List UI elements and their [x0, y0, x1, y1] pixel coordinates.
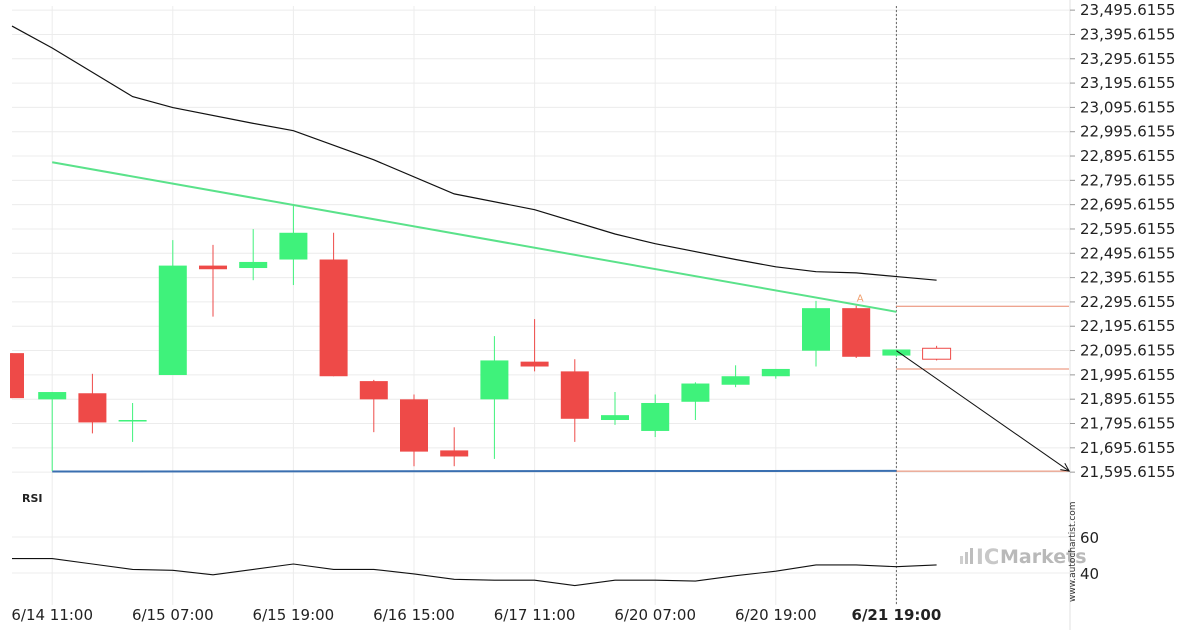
- time-tick-label-6: 6/20 19:00: [735, 606, 817, 624]
- time-axis: 6/14 11:00 6/15 07:00 6/15 19:00 6/16 15:00…: [11, 606, 941, 624]
- price-tick-label-19: 21,595.6155: [1080, 463, 1175, 481]
- credit-text: www.autochartist.com: [1068, 501, 1078, 602]
- price-tick-label-3: 23,195.6155: [1080, 74, 1175, 92]
- price-tick-label-16: 21,895.6155: [1080, 390, 1175, 408]
- brand-markets: Markets: [1000, 546, 1087, 568]
- brand-ic: IC: [976, 545, 999, 569]
- grid: [12, 0, 1071, 630]
- candle-body-9: [359, 381, 388, 400]
- candle-body-5: [199, 265, 227, 270]
- upper-band-line: [11, 25, 937, 281]
- pattern-lines: [11, 25, 937, 473]
- candle-body-14: [560, 371, 589, 419]
- candle-body-10: [400, 399, 428, 452]
- candle-body-2: [78, 393, 107, 423]
- candle-body-21: [842, 308, 871, 357]
- brand-logo: IC Markets: [960, 545, 1087, 569]
- price-tick-label-12: 22,295.6155: [1080, 293, 1175, 311]
- price-tick-label-18: 21,695.6155: [1080, 439, 1175, 457]
- price-tick-label-14: 22,095.6155: [1080, 342, 1175, 360]
- candle-body-0: [10, 353, 24, 399]
- price-tick-label-7: 22,795.6155: [1080, 171, 1175, 189]
- overlays: A: [857, 293, 1071, 472]
- candle-body-13: [520, 361, 549, 367]
- time-tick-label-7: 6/21 19:00: [852, 606, 942, 624]
- rsi-panel: RSI 60 40: [12, 492, 1099, 587]
- price-tick-label-15: 21,995.6155: [1080, 366, 1175, 384]
- price-tick-label-2: 23,295.6155: [1080, 50, 1175, 68]
- candles: [10, 206, 952, 472]
- time-tick-label-5: 6/20 07:00: [614, 606, 696, 624]
- brand-bars-icon: [960, 548, 973, 564]
- candle-body-16: [641, 402, 670, 431]
- price-tick-label-13: 22,195.6155: [1080, 317, 1175, 335]
- candle-body-15: [601, 415, 629, 421]
- rsi-tick-label-1: 40: [1080, 565, 1099, 583]
- price-tick-label-4: 23,095.6155: [1080, 98, 1175, 116]
- price-tick-label-9: 22,595.6155: [1080, 220, 1175, 238]
- candle-body-22: [882, 349, 911, 356]
- time-tick-label-2: 6/15 19:00: [253, 606, 335, 624]
- price-axis: 23,495.6155 23,395.6155 23,295.6155 23,195.…: [1070, 1, 1175, 481]
- time-tick-label-1: 6/15 07:00: [132, 606, 214, 624]
- price-tick-label-5: 22,995.6155: [1080, 123, 1175, 141]
- candle-body-18: [721, 376, 750, 385]
- time-tick-label-3: 6/16 15:00: [373, 606, 455, 624]
- candle-body-1: [38, 392, 67, 400]
- price-tick-label-6: 22,895.6155: [1080, 147, 1175, 165]
- candle-body-6: [239, 261, 268, 269]
- resistance-line: [52, 161, 897, 313]
- price-tick-label-10: 22,495.6155: [1080, 244, 1175, 262]
- rsi-tick-label-0: 60: [1080, 529, 1099, 547]
- candle-body-19: [761, 368, 790, 377]
- time-tick-label-0: 6/14 11:00: [11, 606, 93, 624]
- price-tick-label-1: 23,395.6155: [1080, 25, 1175, 43]
- forecast-arrow-head: [1060, 462, 1071, 472]
- candle-body-4: [158, 265, 187, 376]
- candle-body-12: [480, 360, 509, 400]
- candle-body-23: [922, 347, 952, 360]
- candle-body-8: [319, 259, 348, 377]
- candle-body-3: [118, 420, 147, 422]
- candle-body-20: [802, 308, 830, 351]
- price-tick-label-0: 23,495.6155: [1080, 1, 1175, 19]
- price-tick-label-11: 22,395.6155: [1080, 269, 1175, 287]
- candle-body-17: [681, 383, 710, 402]
- price-levels: [896, 305, 1069, 472]
- candle-body-11: [440, 450, 469, 457]
- time-tick-label-4: 6/17 11:00: [494, 606, 576, 624]
- rsi-label: RSI: [22, 492, 43, 505]
- rsi-line: [12, 558, 937, 587]
- candle-body-7: [279, 232, 308, 260]
- price-tick-label-17: 21,795.6155: [1080, 415, 1175, 433]
- price-tick-label-8: 22,695.6155: [1080, 196, 1175, 214]
- support-line: [52, 469, 897, 473]
- pattern-marker-label: A: [857, 293, 864, 304]
- forecast-arrow-line: [896, 350, 1070, 472]
